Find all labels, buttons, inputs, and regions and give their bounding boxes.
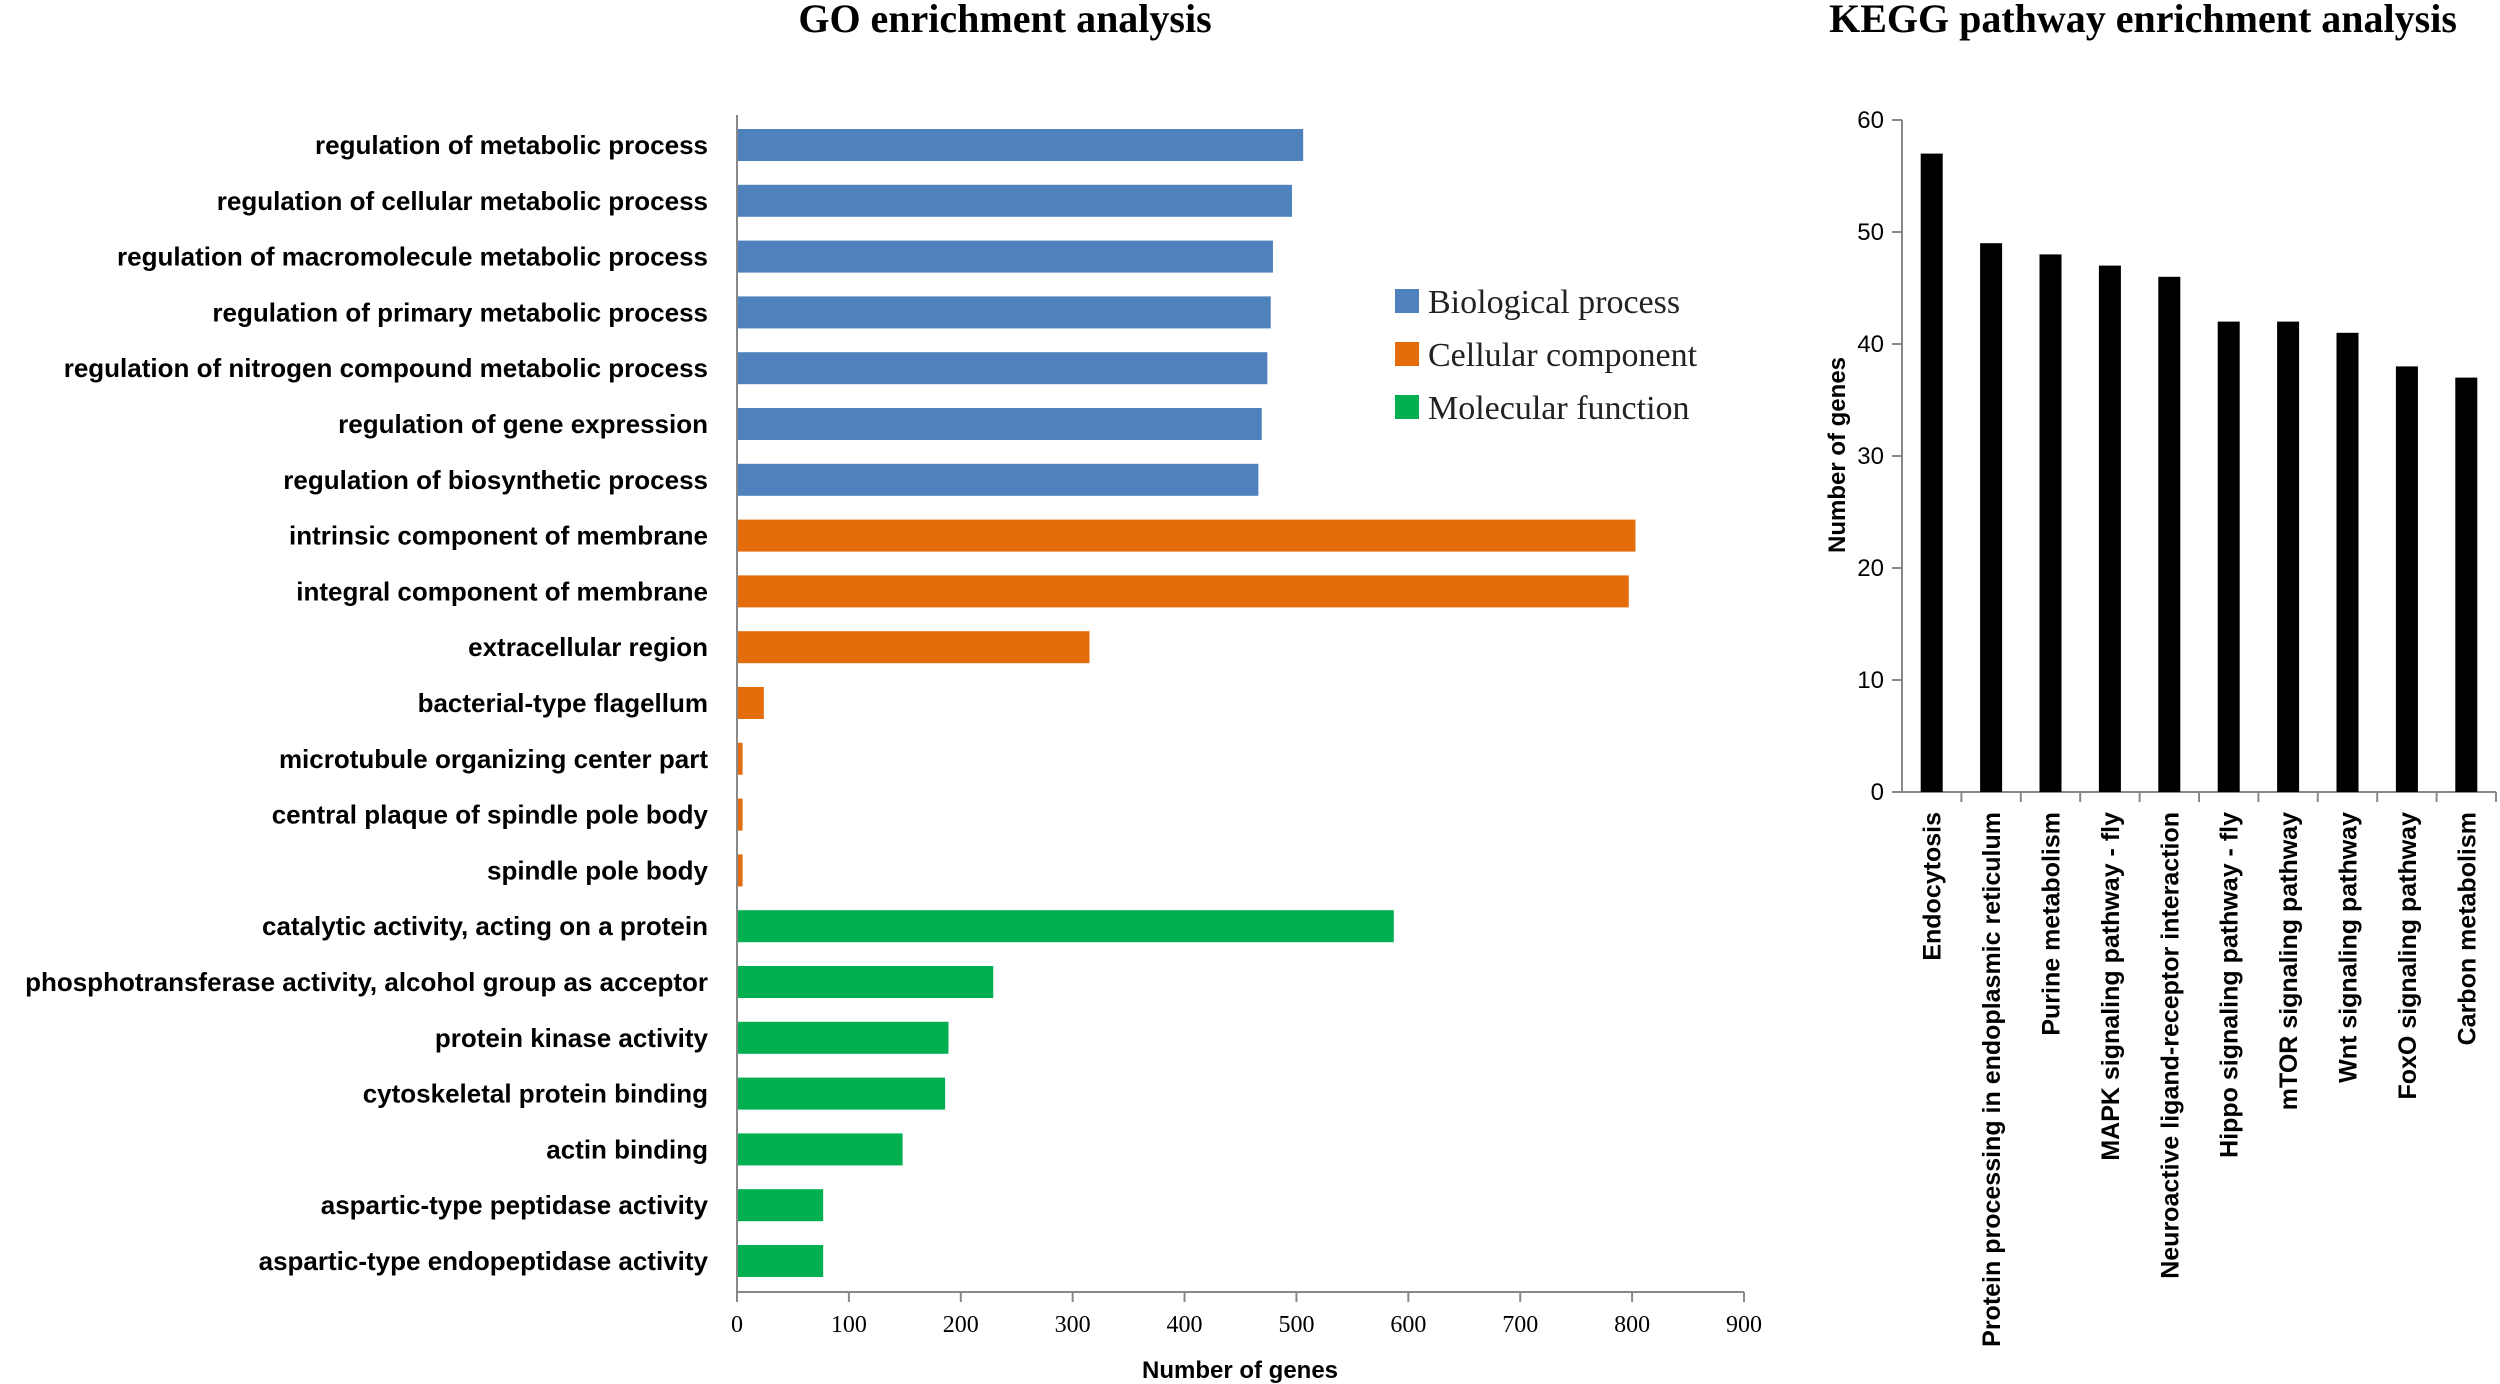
go-category-label: regulation of metabolic process <box>315 130 708 160</box>
go-category-label: aspartic-type endopeptidase activity <box>259 1246 709 1276</box>
go-x-tick-label: 900 <box>1726 1312 1762 1338</box>
go-x-tick-label: 500 <box>1278 1312 1314 1338</box>
go-bar <box>737 129 1304 161</box>
kegg-category-label: Protein processing in endoplasmic reticu… <box>1978 812 2006 1347</box>
go-bar <box>737 296 1271 329</box>
kegg-bar <box>2455 377 2478 792</box>
kegg-category-labels: Endocytosis Protein processing in endopla… <box>1919 812 2482 1347</box>
go-category-label: extracellular region <box>468 632 708 662</box>
go-x-tick-label: 800 <box>1614 1312 1650 1338</box>
go-category-label: regulation of gene expression <box>338 409 708 439</box>
go-legend-label: Molecular function <box>1428 390 1690 427</box>
go-bar <box>737 1133 903 1166</box>
go-category-label: actin binding <box>546 1134 708 1164</box>
go-legend-label: Biological process <box>1428 284 1680 321</box>
go-category-label: regulation of nitrogen compound metaboli… <box>64 353 708 383</box>
kegg-bar <box>2336 332 2359 792</box>
kegg-bar <box>2158 276 2181 792</box>
go-category-label: phosphotransferase activity, alcohol gro… <box>25 967 708 997</box>
kegg-y-tick-label: 60 <box>1857 107 1884 134</box>
go-x-tick-label: 300 <box>1055 1312 1091 1338</box>
kegg-bar <box>2395 366 2418 792</box>
kegg-bar <box>1980 243 2003 792</box>
go-category-label: regulation of macromolecule metabolic pr… <box>117 242 708 272</box>
go-category-label: integral component of membrane <box>296 576 708 606</box>
go-legend-label: Cellular component <box>1428 337 1698 374</box>
kegg-y-tick-label: 20 <box>1857 555 1884 582</box>
go-category-label: aspartic-type peptidase activity <box>321 1190 709 1220</box>
kegg-category-label: Carbon metabolism <box>2453 812 2481 1045</box>
kegg-category-label: FoxO signaling pathway <box>2394 812 2422 1100</box>
kegg-enrichment-chart: KEGG pathway enrichment analysis Number … <box>1824 0 2497 1347</box>
go-x-axis: 0 100 200 300 400 500 600 700 800 900 <box>731 115 1762 1338</box>
kegg-category-label: Purine metabolism <box>2038 812 2066 1036</box>
go-category-label: regulation of primary metabolic process <box>212 297 708 327</box>
go-category-label: intrinsic component of membrane <box>289 521 708 551</box>
go-category-label: catalytic activity, acting on a protein <box>262 911 708 941</box>
go-x-tick-label: 0 <box>731 1312 743 1338</box>
go-category-label: bacterial-type flagellum <box>418 688 708 718</box>
kegg-chart-title: KEGG pathway enrichment analysis <box>1829 0 2457 41</box>
go-bar <box>737 408 1262 440</box>
kegg-bar <box>2277 321 2300 792</box>
kegg-category-label: Hippo signaling pathway - fly <box>2216 812 2244 1158</box>
go-category-label: spindle pole body <box>487 855 709 885</box>
kegg-bars <box>1920 153 2478 793</box>
go-bar <box>737 631 1090 664</box>
go-bar <box>737 519 1636 552</box>
kegg-y-tick-label: 10 <box>1857 667 1884 694</box>
kegg-category-label: MAPK signaling pathway - fly <box>2097 812 2125 1161</box>
kegg-y-tick-label: 50 <box>1857 219 1884 246</box>
go-legend: Biological process Cellular component Mole… <box>1395 284 1698 427</box>
go-category-label: central plaque of spindle pole body <box>272 800 709 830</box>
kegg-bar <box>1920 153 1943 793</box>
go-category-label: regulation of biosynthetic process <box>283 465 708 495</box>
go-bar <box>737 687 764 719</box>
kegg-bar <box>2217 321 2240 792</box>
kegg-category-label: Endocytosis <box>1919 812 1947 961</box>
go-bar <box>737 742 743 775</box>
go-bar <box>737 1189 824 1222</box>
go-legend-swatch <box>1395 342 1419 366</box>
go-bar <box>737 184 1292 217</box>
go-bar <box>737 575 1629 608</box>
go-x-tick-label: 100 <box>831 1312 867 1338</box>
kegg-y-tick-label: 30 <box>1857 443 1884 470</box>
go-bar <box>737 1245 824 1277</box>
go-bar <box>737 352 1268 385</box>
go-bar <box>737 966 994 998</box>
kegg-y-tick-label: 40 <box>1857 331 1884 358</box>
kegg-category-label: Wnt signaling pathway <box>2335 812 2363 1083</box>
go-x-tick-label: 700 <box>1502 1312 1538 1338</box>
kegg-y-axis-title: Number of genes <box>1824 357 1851 553</box>
kegg-y-tick-label: 0 <box>1871 779 1884 806</box>
kegg-bar <box>2098 265 2121 793</box>
go-x-tick-label: 600 <box>1390 1312 1426 1338</box>
go-legend-swatch <box>1395 289 1419 313</box>
go-x-axis-title: Number of genes <box>1142 1357 1338 1384</box>
go-bar <box>737 1021 949 1054</box>
go-bar <box>737 910 1394 943</box>
go-x-tick-label: 400 <box>1167 1312 1203 1338</box>
go-enrichment-chart: GO enrichment analysis regulation of met… <box>25 0 1762 1384</box>
kegg-bar <box>2039 254 2062 792</box>
go-category-labels: regulation of metabolic process regulatio… <box>25 130 708 1276</box>
kegg-category-label: mTOR signaling pathway <box>2275 812 2303 1110</box>
go-bars <box>737 129 1636 1277</box>
go-bar <box>737 463 1259 496</box>
go-legend-swatch <box>1395 395 1419 419</box>
go-bar <box>737 854 743 887</box>
go-x-tick-label: 200 <box>943 1312 979 1338</box>
go-bar <box>737 240 1273 273</box>
go-category-label: regulation of cellular metabolic process <box>217 186 708 216</box>
go-chart-title: GO enrichment analysis <box>798 0 1211 41</box>
go-category-label: cytoskeletal protein binding <box>363 1079 708 1109</box>
go-bar <box>737 1077 946 1110</box>
kegg-category-label: Neuroactive ligand-receptor interaction <box>2156 812 2184 1279</box>
go-bar <box>737 798 743 831</box>
go-category-label: protein kinase activity <box>435 1023 709 1053</box>
go-category-label: microtubule organizing center part <box>279 744 708 774</box>
